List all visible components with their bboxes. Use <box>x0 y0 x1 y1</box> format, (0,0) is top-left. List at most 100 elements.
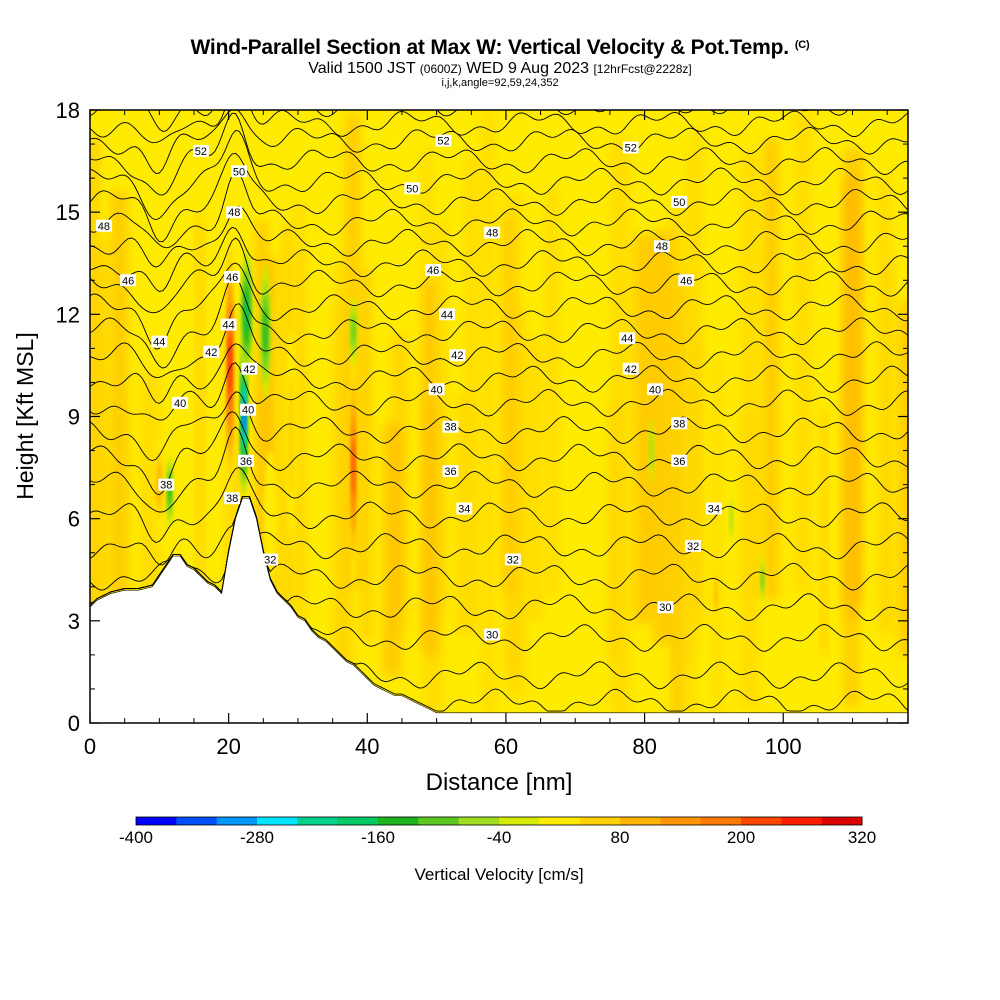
contour-label: 32 <box>504 553 521 567</box>
velocity-streak <box>845 185 859 619</box>
contour-label: 50 <box>404 182 421 195</box>
contour-label: 38 <box>158 478 175 492</box>
contour-label-text: 46 <box>122 275 134 287</box>
y-tick-label: 0 <box>68 711 80 736</box>
contour-label: 30 <box>657 601 674 614</box>
contour-label-text: 34 <box>708 504 720 516</box>
contour-label: 40 <box>240 403 257 417</box>
updraft-cell <box>714 577 718 610</box>
contour-label-text: 52 <box>625 143 637 155</box>
contour-label: 46 <box>224 270 241 284</box>
chart-title-text: Wind-Parallel Section at Max W: Vertical… <box>190 36 790 59</box>
contour-label: 42 <box>203 345 220 359</box>
colorbar-swatch <box>821 817 863 825</box>
colorbar-swatch <box>579 817 621 825</box>
theta-contour-labels: 30 30 32 32 32 34 34 36 36 36 38 38 38 38 40 40 40 40 42 42… <box>95 134 722 642</box>
velocity-streak <box>422 281 438 656</box>
contour-label-text: 42 <box>451 350 463 362</box>
terrain <box>90 497 908 723</box>
y-tick-label: 6 <box>68 507 80 532</box>
contour-label: 40 <box>647 383 663 396</box>
contour-label: 46 <box>678 274 695 287</box>
colorbar-swatch <box>458 817 500 825</box>
contour-label: 48 <box>484 226 501 240</box>
colorbar-swatch <box>257 817 298 825</box>
downdraft-cell <box>730 503 733 534</box>
x-tick-label: 20 <box>216 734 240 759</box>
downdraft-cell <box>650 430 653 471</box>
contour-label-text: 38 <box>160 480 172 492</box>
velocity-streak <box>712 356 722 722</box>
contour-label: 40 <box>428 383 445 396</box>
x-axis-title: Distance [nm] <box>426 769 573 796</box>
theta-contour-40 <box>90 362 908 421</box>
colorbar-tick-label: -400 <box>119 828 153 847</box>
contour-label: 48 <box>653 240 670 253</box>
contour-label-text: 50 <box>673 197 685 209</box>
x-tick-label: 80 <box>632 734 656 759</box>
colorbar-tick-label: -40 <box>487 828 512 847</box>
colorbar: -400 -280 -160 -40 80 200 320 <box>119 816 876 847</box>
contour-label-text: 48 <box>486 228 498 240</box>
contour-label: 44 <box>439 308 455 321</box>
contour-label-text: 52 <box>195 146 207 158</box>
valid-time-line: Valid 1500 JST (0600Z) WED 9 Aug 2023 [1… <box>0 60 1000 78</box>
colorbar-swatch <box>620 817 661 825</box>
contour-label: 36 <box>671 454 688 468</box>
contour-label: 46 <box>425 264 442 277</box>
downdraft-cell <box>351 316 356 346</box>
colorbar-tick-label: 200 <box>727 828 755 847</box>
contour-label: 32 <box>685 539 702 553</box>
theta-contour-46 <box>90 226 908 292</box>
contour-label-text: 46 <box>680 275 692 287</box>
contour-label-text: 42 <box>625 364 637 376</box>
y-axis-title: Height [Kft MSL] <box>12 332 38 499</box>
velocity-streak <box>763 138 780 600</box>
x-tick-label: 60 <box>494 734 518 759</box>
colorbar-swatch <box>660 817 702 825</box>
contour-label: 42 <box>449 349 466 362</box>
contour-label: 48 <box>95 219 112 233</box>
contour-label-text: 32 <box>264 555 276 567</box>
contour-label: 44 <box>220 318 237 332</box>
contour-label-text: 38 <box>673 418 685 430</box>
y-tick-label: 12 <box>56 302 80 327</box>
downdraft-cell <box>761 569 764 591</box>
y-tick-label: 9 <box>68 405 80 430</box>
indices-line: i,j,k,angle=92,59,24,352 <box>441 77 559 89</box>
theta-contour-36 <box>90 467 908 543</box>
colorbar-swatch <box>741 817 782 825</box>
colorbar-tick-label: 320 <box>848 828 876 847</box>
contour-label-text: 50 <box>233 166 245 178</box>
colorbar-swatch <box>216 817 258 825</box>
contour-label: 38 <box>442 420 459 434</box>
contour-label: 52 <box>622 141 639 155</box>
theta-contour-49 <box>90 152 908 243</box>
contour-label-text: 40 <box>174 398 186 410</box>
contour-label-text: 32 <box>507 555 519 567</box>
contour-label-text: 40 <box>242 405 254 417</box>
velocity-streak <box>504 192 522 674</box>
x-tick-label: 100 <box>765 734 802 759</box>
theta-contour-53 <box>90 110 908 144</box>
y-tick-label: 15 <box>56 200 80 225</box>
velocity-streak <box>382 423 402 677</box>
velocity-streak <box>693 125 703 616</box>
contour-label: 42 <box>241 362 258 376</box>
valid-prefix: Valid 1500 JST <box>308 60 416 77</box>
theta-contour-45 <box>90 237 908 314</box>
theta-contour-48 <box>90 170 908 249</box>
contour-label-text: 38 <box>444 422 456 434</box>
contour-label: 52 <box>192 144 209 158</box>
contour-label: 48 <box>226 206 243 219</box>
y-tick-label: 3 <box>68 609 80 634</box>
contour-label: 32 <box>262 553 279 567</box>
theta-contour-37 <box>90 426 908 513</box>
contour-label-text: 46 <box>427 265 439 277</box>
colorbar-swatch <box>539 817 581 825</box>
colorbar-frame <box>135 816 863 826</box>
contour-label-text: 44 <box>153 337 165 349</box>
contour-label: 36 <box>238 454 254 468</box>
velocity-streak <box>120 404 128 713</box>
contour-label-text: 40 <box>649 384 661 396</box>
